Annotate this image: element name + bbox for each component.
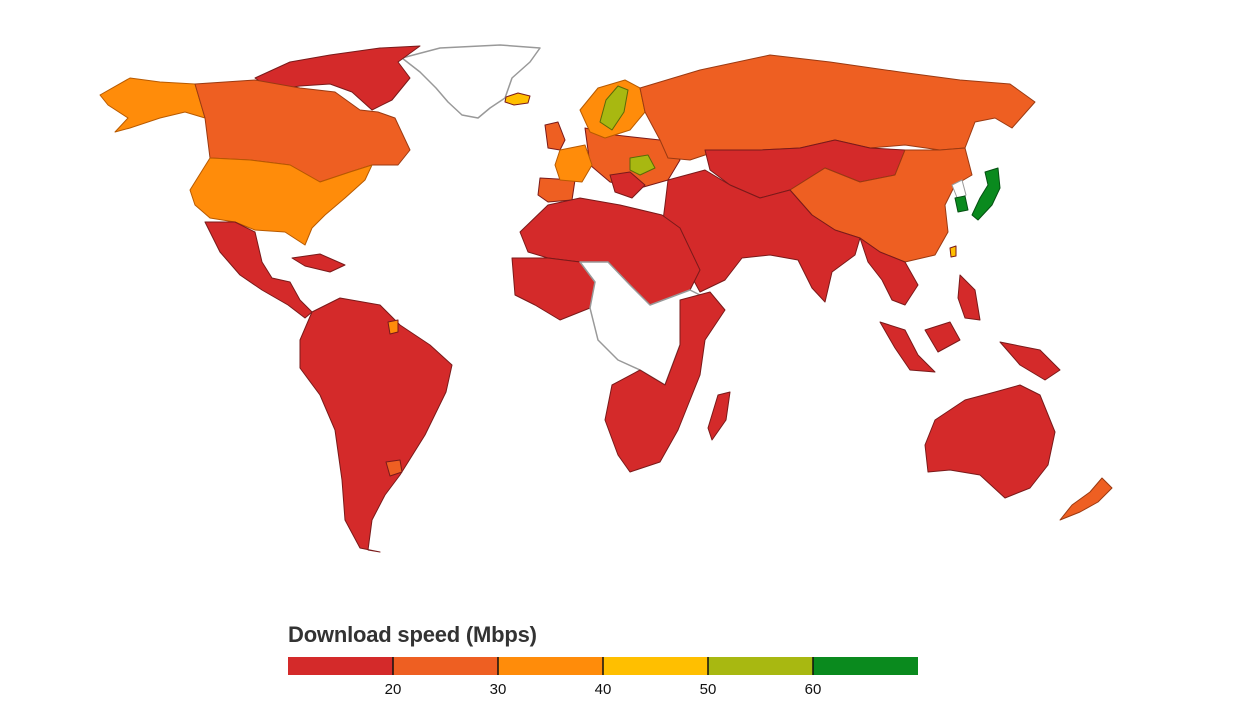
region-southeast-asia[interactable] (859, 237, 919, 306)
region-greenland[interactable] (401, 44, 541, 119)
region-iceland[interactable] (504, 92, 531, 106)
region-sweden[interactable] (599, 85, 629, 131)
legend-swatch-3 (603, 657, 708, 675)
region-mexico-central-america[interactable] (204, 221, 313, 319)
legend-swatch-2 (498, 657, 603, 675)
region-usa[interactable] (189, 157, 373, 246)
legend-tick-label-1: 30 (490, 681, 507, 698)
region-southern-east-africa[interactable] (604, 291, 726, 473)
legend-tick-label-3: 50 (700, 681, 717, 698)
world-map (99, 44, 1113, 553)
region-north-korea[interactable] (954, 195, 969, 213)
region-french-guiana[interactable] (387, 319, 399, 335)
region-caribbean[interactable] (291, 253, 346, 273)
region-west-africa[interactable] (511, 257, 596, 321)
legend-title: Download speed (Mbps) (288, 622, 537, 647)
legend-swatch-1 (393, 657, 498, 675)
region-canada-arctic-islands[interactable] (254, 45, 421, 111)
region-balkans[interactable] (609, 171, 646, 199)
region-alaska[interactable] (99, 77, 206, 133)
region-south-america[interactable] (299, 297, 453, 553)
region-new-zealand[interactable] (1059, 477, 1113, 521)
region-france-benelux[interactable] (554, 144, 593, 183)
region-australia[interactable] (924, 384, 1056, 499)
region-taiwan[interactable] (949, 245, 957, 258)
legend-tick-label-4: 60 (805, 681, 822, 698)
region-japan[interactable] (971, 167, 1001, 221)
region-madagascar[interactable] (707, 391, 731, 441)
legend-tick-label-0: 20 (385, 681, 402, 698)
color-legend: 20 30 40 50 60 (288, 657, 918, 698)
legend-tick-label-2: 40 (595, 681, 612, 698)
region-indonesia-philippines[interactable] (879, 274, 1061, 381)
legend-swatch-0 (288, 657, 393, 675)
region-romania[interactable] (629, 154, 656, 176)
legend-swatch-4 (708, 657, 813, 675)
legend-swatch-5 (813, 657, 918, 675)
region-uruguay[interactable] (385, 459, 403, 477)
region-south-korea[interactable] (951, 179, 967, 201)
